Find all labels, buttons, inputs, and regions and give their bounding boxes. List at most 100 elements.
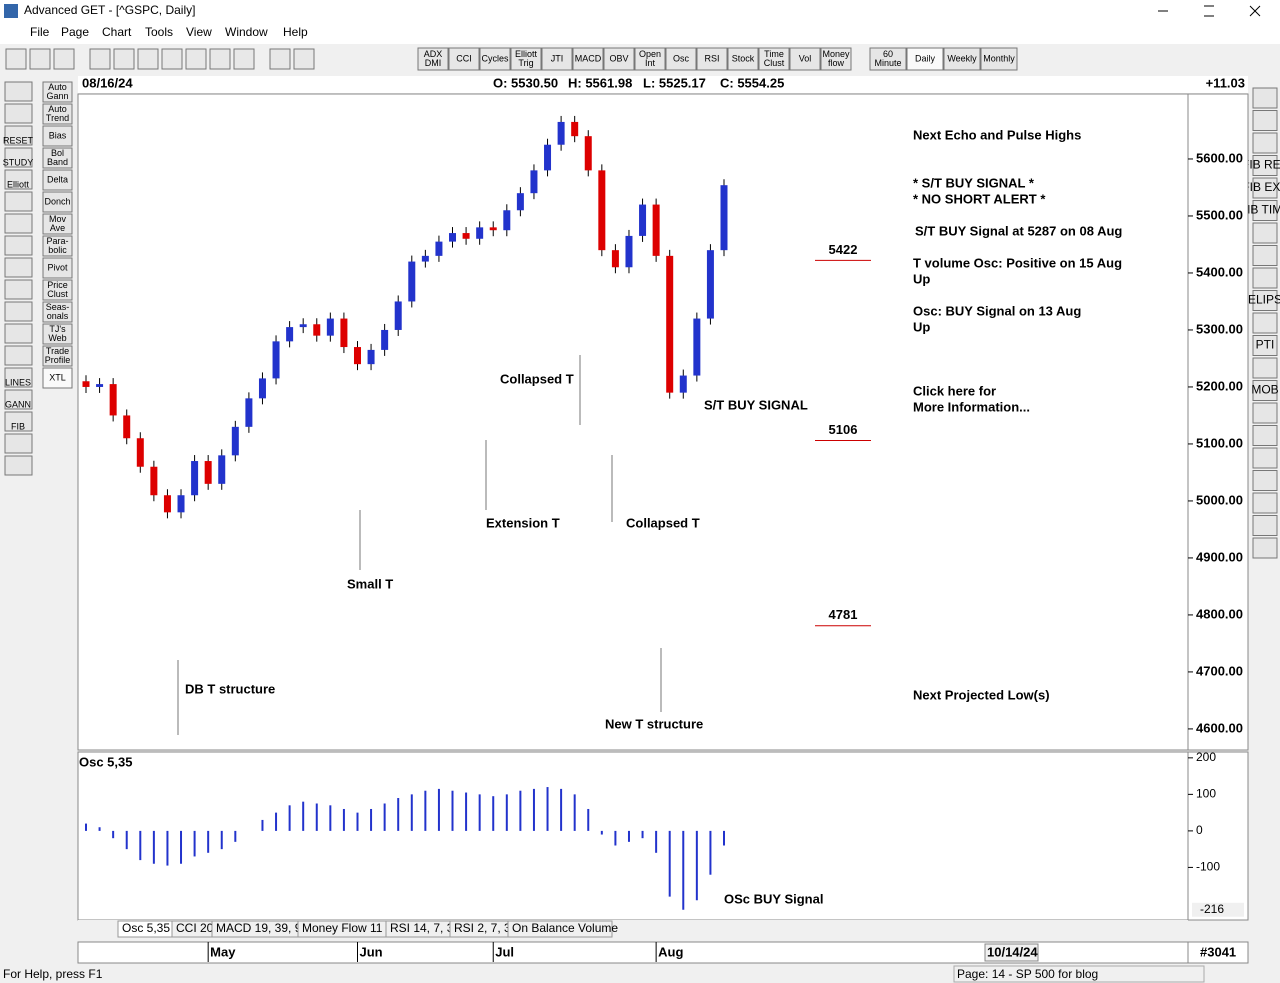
tool-icon[interactable] [293, 48, 315, 70]
indicator-button-label[interactable]: Trig [518, 58, 533, 68]
tool-icon-label[interactable]: STUDY [3, 157, 34, 167]
indicator-button[interactable] [789, 47, 821, 71]
tool-icon[interactable] [4, 125, 33, 146]
tool-icon[interactable] [4, 169, 33, 190]
tool-icon[interactable] [4, 323, 33, 344]
menu-item[interactable]: Window [225, 25, 268, 39]
tool-icon[interactable] [1252, 447, 1278, 469]
tool-icon[interactable] [1252, 132, 1278, 154]
tool-button-label[interactable]: Bol [51, 148, 64, 158]
tool-icon[interactable] [269, 48, 291, 70]
tool-icon-label[interactable]: LINES [5, 377, 31, 387]
tool-button[interactable] [42, 169, 73, 191]
tool-icon[interactable] [4, 81, 33, 102]
tool-icon[interactable] [1252, 177, 1278, 199]
maximize-button[interactable] [1191, 1, 1231, 21]
tool-button[interactable] [42, 323, 73, 345]
tool-icon[interactable] [4, 433, 33, 454]
tool-icon[interactable] [4, 411, 33, 432]
tool-button-label[interactable]: Profile [45, 355, 71, 365]
tool-icon[interactable] [5, 48, 27, 70]
tool-button[interactable] [42, 147, 73, 169]
tool-icon[interactable] [1252, 200, 1278, 221]
tool-icon[interactable] [1252, 357, 1278, 379]
tool-icon[interactable] [161, 48, 183, 70]
indicator-button[interactable] [417, 47, 449, 71]
indicator-button[interactable] [634, 47, 666, 71]
tool-button[interactable] [42, 301, 73, 323]
tool-icon[interactable] [1252, 290, 1278, 311]
tool-button-label[interactable]: Price [47, 280, 68, 290]
period-button[interactable] [943, 47, 981, 71]
tool-button-label[interactable]: Ave [50, 223, 65, 233]
tool-icon[interactable] [233, 48, 255, 70]
indicator-button[interactable] [665, 47, 697, 71]
tool-icon[interactable] [4, 147, 33, 168]
indicator-button-label[interactable]: Money [822, 49, 850, 59]
tool-button[interactable] [42, 367, 73, 389]
close-button[interactable] [1237, 1, 1277, 21]
tool-icon[interactable] [89, 48, 111, 70]
tool-icon[interactable] [1252, 267, 1278, 289]
period-button-label[interactable]: 60 [883, 49, 893, 59]
tool-button-label[interactable]: Band [47, 157, 68, 167]
tool-button[interactable] [42, 279, 73, 301]
indicator-button[interactable] [603, 47, 635, 71]
tool-icon[interactable] [1252, 110, 1278, 131]
tool-button-label[interactable]: XTL [49, 372, 66, 382]
tool-icon[interactable] [209, 48, 231, 70]
indicator-button-label[interactable]: Vol [799, 53, 812, 63]
tool-icon[interactable] [185, 48, 207, 70]
indicator-button-label[interactable]: Cycles [481, 53, 509, 63]
tool-icon[interactable] [1252, 87, 1278, 109]
tool-button-label[interactable]: Para- [46, 236, 68, 246]
menu-item[interactable]: File [30, 25, 50, 39]
indicator-button[interactable] [479, 47, 511, 71]
tool-icon[interactable] [1252, 492, 1278, 514]
indicator-button-label[interactable]: Open [639, 49, 661, 59]
tool-button-label[interactable]: Gann [46, 91, 68, 101]
tool-icon[interactable] [4, 301, 33, 322]
indicator-button-label[interactable]: Clust [764, 58, 785, 68]
annotation[interactable]: Click here for [913, 383, 996, 398]
tool-button[interactable] [42, 125, 73, 147]
tool-icon[interactable] [4, 103, 33, 124]
tool-icon[interactable] [137, 48, 159, 70]
tool-icon[interactable] [4, 213, 33, 234]
tool-button-label[interactable]: TJ's [49, 324, 66, 334]
indicator-button-label[interactable]: Int [645, 58, 656, 68]
tool-icon[interactable] [1252, 402, 1278, 424]
tab-label[interactable]: RSI 14, 7, 3 [390, 921, 454, 935]
tool-icon-label[interactable]: RESET [3, 135, 34, 145]
period-button[interactable] [906, 47, 944, 71]
tool-icon[interactable] [4, 235, 33, 256]
tool-icon-label[interactable]: PTI [1256, 338, 1275, 352]
tool-icon[interactable] [1252, 222, 1278, 244]
tool-icon[interactable] [4, 257, 33, 278]
tool-icon[interactable] [4, 367, 33, 388]
tool-icon[interactable] [4, 279, 33, 300]
tool-icon[interactable] [1252, 537, 1278, 559]
indicator-button-label[interactable]: MACD [575, 53, 602, 63]
tool-button[interactable] [42, 235, 73, 257]
tool-button-label[interactable]: bolic [48, 245, 67, 255]
tool-icon-label[interactable]: ELIPS [1248, 293, 1280, 307]
tool-button-label[interactable]: Trend [46, 113, 69, 123]
indicator-button-label[interactable]: Time [764, 49, 784, 59]
tool-button[interactable] [42, 81, 73, 103]
tool-icon[interactable] [4, 389, 33, 410]
indicator-button[interactable] [510, 47, 542, 71]
tool-button-label[interactable]: Mov [49, 214, 67, 224]
tool-button[interactable] [42, 213, 73, 235]
tool-button-label[interactable]: Auto [48, 82, 67, 92]
tool-button-label[interactable]: Delta [47, 174, 68, 184]
menu-item[interactable]: Help [283, 25, 308, 39]
indicator-button[interactable] [696, 47, 728, 71]
tool-button-label[interactable]: Seas- [46, 302, 70, 312]
indicator-button-label[interactable]: Osc [673, 53, 690, 63]
tool-icon[interactable] [4, 191, 33, 212]
indicator-button-label[interactable]: OBV [609, 53, 628, 63]
indicator-button-label[interactable]: CCI [456, 53, 472, 63]
tool-icon-label[interactable]: FIB EXT [1242, 180, 1280, 194]
tool-icon[interactable] [1252, 515, 1278, 536]
